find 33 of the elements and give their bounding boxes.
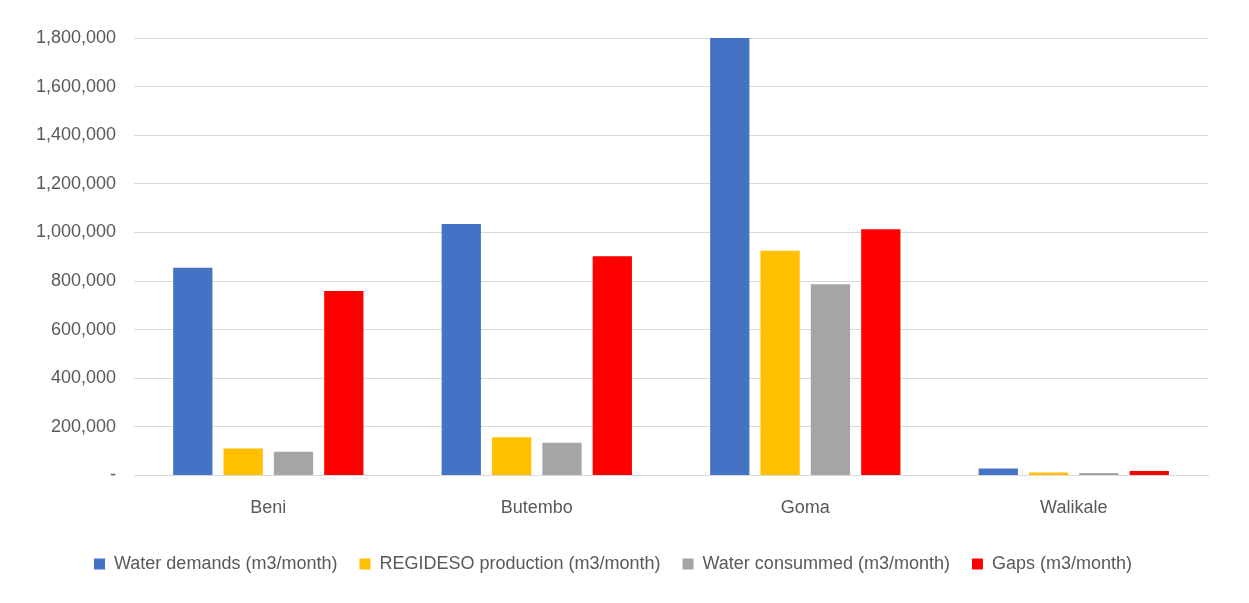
y-tick-label: 1,600,000 <box>36 75 117 96</box>
legend-label: Water demands (m3/month) <box>114 552 338 573</box>
y-tick-label: 1,800,000 <box>36 26 117 47</box>
legend-label: Gaps (m3/month) <box>991 552 1132 573</box>
y-tick-label: 200,000 <box>51 415 117 436</box>
y-tick-label: 1,000,000 <box>36 221 117 242</box>
bar <box>273 451 314 475</box>
x-tick-label: Goma <box>780 497 831 518</box>
y-tick-label: - <box>110 464 117 485</box>
bar <box>324 290 364 475</box>
x-tick-label: Beni <box>250 497 287 518</box>
bar <box>710 38 750 475</box>
bar <box>810 284 851 475</box>
bar <box>441 223 481 475</box>
bar <box>542 442 582 475</box>
legend-label: REGIDESO production (m3/month) <box>379 552 661 573</box>
y-tick-label: 1,200,000 <box>36 172 117 193</box>
bar <box>592 256 632 475</box>
x-tick-label: Walikale <box>1040 497 1108 518</box>
y-tick-label: 400,000 <box>51 367 117 388</box>
bar <box>173 267 213 475</box>
x-tick-label: Butembo <box>500 497 573 518</box>
bar <box>1028 472 1069 475</box>
bar <box>223 448 263 475</box>
legend-label: Water consummed (m3/month) <box>702 552 950 573</box>
y-tick-label: 1,400,000 <box>36 124 117 145</box>
bar <box>1129 471 1169 475</box>
y-tick-label: 800,000 <box>51 269 117 290</box>
bar <box>492 437 532 475</box>
y-tick-label: 600,000 <box>51 318 117 339</box>
bar <box>861 229 901 475</box>
bar <box>978 468 1018 475</box>
bar <box>760 250 800 475</box>
